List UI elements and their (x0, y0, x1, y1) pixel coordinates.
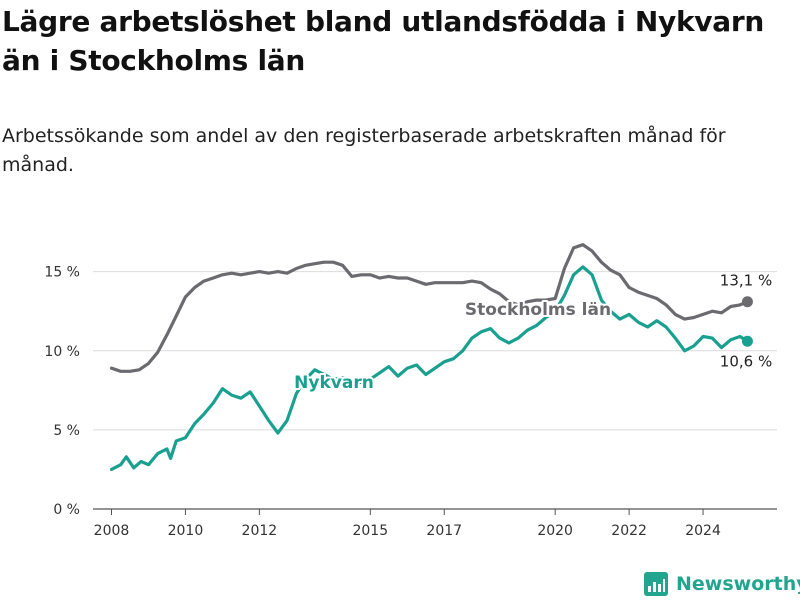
bar-chart-logo-icon (644, 572, 668, 596)
x-tick-label: 2015 (352, 523, 388, 539)
series-end-label: 13,1 % (720, 272, 772, 290)
y-tick-label: 15 % (44, 265, 80, 281)
y-tick-label: 10 % (44, 344, 80, 360)
series-label-nykvarn: Nykvarn (294, 373, 374, 393)
y-tick-label: 0 % (53, 502, 80, 518)
x-tick-label: 2020 (537, 523, 573, 539)
series-label-stockholms-lan: Stockholms län (465, 300, 611, 320)
x-tick-label: 2010 (168, 523, 204, 539)
series-end-point (741, 335, 753, 347)
chart-title: Lägre arbetslöshet bland utlandsfödda i … (2, 5, 764, 77)
x-tick-label: 2012 (242, 523, 278, 539)
x-tick-label: 2022 (611, 523, 647, 539)
x-tick-label: 2024 (685, 523, 721, 539)
newsworthy-logo: Newsworthy (644, 570, 800, 598)
y-tick-label: 5 % (53, 423, 80, 439)
logo-text: Newsworthy (676, 573, 800, 595)
series-line-nykvarn (109, 265, 749, 471)
series-end-label: 10,6 % (720, 352, 772, 370)
series-line-stockholms-l-n (109, 243, 749, 373)
x-tick-label: 2008 (94, 523, 130, 539)
x-tick-label: 2017 (426, 523, 462, 539)
series-end-point (741, 296, 753, 308)
chart-subtitle: Arbetssökande som andel av den registerb… (2, 125, 726, 176)
